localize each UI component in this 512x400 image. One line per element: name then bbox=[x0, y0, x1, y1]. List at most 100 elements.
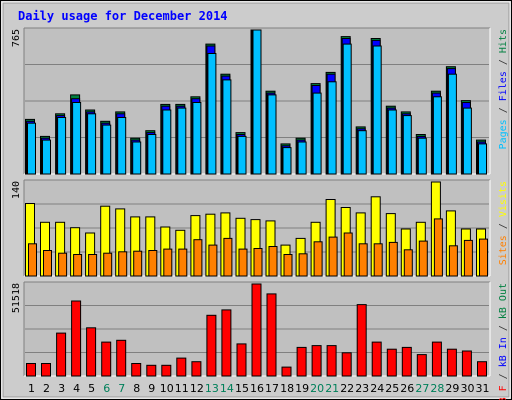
bar-pages-day-10 bbox=[162, 109, 172, 175]
series-side-label: kB F / kB In / kB Out bbox=[498, 283, 509, 400]
bar-sites-day-5 bbox=[88, 254, 98, 277]
bar-pages-day-7 bbox=[117, 117, 127, 175]
bar-sites-day-28 bbox=[433, 218, 443, 277]
day-label-23: 23 bbox=[355, 382, 369, 395]
y-max-label: 51518 bbox=[11, 283, 22, 313]
bar-sites-day-11 bbox=[178, 248, 188, 277]
bar-kb-f-day-23 bbox=[356, 304, 367, 377]
day-label-1: 1 bbox=[28, 382, 35, 395]
bar-pages-day-26 bbox=[402, 115, 412, 175]
bar-kb-f-day-21 bbox=[326, 345, 337, 377]
bar-kb-f-day-14 bbox=[221, 309, 232, 377]
day-label-10: 10 bbox=[160, 382, 174, 395]
bar-sites-day-14 bbox=[223, 237, 233, 277]
bar-kb-f-day-11 bbox=[176, 357, 187, 377]
bar-sites-day-23 bbox=[358, 243, 368, 277]
bar-sites-day-10 bbox=[163, 248, 173, 277]
bar-pages-day-28 bbox=[432, 96, 442, 175]
bar-pages-day-24 bbox=[372, 45, 382, 175]
day-label-22: 22 bbox=[340, 382, 354, 395]
bar-sites-day-29 bbox=[448, 245, 458, 277]
bar-kb-f-day-12 bbox=[191, 361, 202, 377]
bar-kb-f-day-26 bbox=[401, 346, 412, 377]
day-label-6: 6 bbox=[103, 382, 110, 395]
bar-sites-day-30 bbox=[463, 239, 473, 277]
bar-pages-day-30 bbox=[462, 107, 472, 175]
day-label-19: 19 bbox=[295, 382, 309, 395]
bar-pages-day-20 bbox=[312, 92, 322, 175]
bar-pages-day-6 bbox=[102, 124, 112, 175]
bar-kb-f-day-6 bbox=[101, 341, 112, 377]
bar-sites-day-31 bbox=[479, 238, 488, 277]
day-label-9: 9 bbox=[148, 382, 155, 395]
bar-pages-day-1 bbox=[27, 122, 36, 175]
bar-kb-f-day-18 bbox=[281, 366, 292, 377]
day-label-5: 5 bbox=[88, 382, 95, 395]
bar-sites-day-6 bbox=[103, 252, 113, 277]
day-label-4: 4 bbox=[73, 382, 80, 395]
day-label-18: 18 bbox=[280, 382, 294, 395]
bar-kb-f-day-7 bbox=[116, 339, 127, 377]
bar-sites-day-19 bbox=[298, 253, 308, 277]
day-label-11: 11 bbox=[175, 382, 189, 395]
bar-kb-f-day-13 bbox=[206, 314, 217, 377]
bar-sites-day-27 bbox=[418, 240, 428, 277]
bar-pages-day-16 bbox=[252, 29, 262, 175]
bar-kb-f-day-31 bbox=[477, 361, 487, 377]
y-max-label: 765 bbox=[11, 29, 22, 47]
bar-pages-day-23 bbox=[357, 130, 367, 175]
bar-pages-day-21 bbox=[327, 81, 337, 175]
bar-kb-f-day-22 bbox=[341, 352, 352, 377]
bar-sites-day-4 bbox=[73, 254, 83, 277]
day-label-15: 15 bbox=[235, 382, 249, 395]
bar-sites-day-2 bbox=[43, 250, 52, 277]
bar-kb-f-day-29 bbox=[446, 348, 457, 377]
day-label-17: 17 bbox=[265, 382, 279, 395]
bar-sites-day-21 bbox=[328, 236, 338, 277]
bar-pages-day-27 bbox=[417, 137, 427, 175]
bar-sites-day-26 bbox=[403, 249, 413, 277]
day-label-3: 3 bbox=[58, 382, 65, 395]
bar-pages-day-18 bbox=[282, 147, 292, 175]
bar-sites-day-24 bbox=[373, 243, 383, 277]
day-label-7: 7 bbox=[118, 382, 125, 395]
day-label-24: 24 bbox=[370, 382, 384, 395]
bar-sites-day-18 bbox=[283, 254, 293, 277]
bar-kb-f-day-28 bbox=[431, 341, 442, 377]
bar-sites-day-7 bbox=[118, 251, 128, 277]
bar-kb-f-day-8 bbox=[131, 363, 142, 377]
bar-kb-f-day-17 bbox=[266, 293, 277, 377]
bar-pages-day-14 bbox=[222, 79, 232, 175]
y-max-label: 140 bbox=[11, 181, 22, 199]
bar-pages-day-2 bbox=[42, 139, 51, 175]
bar-sites-day-22 bbox=[343, 232, 353, 277]
bar-pages-day-31 bbox=[478, 143, 487, 175]
bar-sites-day-1 bbox=[28, 243, 37, 277]
series-side-label: Pages / Files / Hits bbox=[498, 29, 509, 149]
day-label-31: 31 bbox=[476, 382, 490, 395]
chart-title: Daily usage for December 2014 bbox=[18, 9, 228, 23]
day-label-21: 21 bbox=[325, 382, 339, 395]
bar-kb-f-day-19 bbox=[296, 346, 307, 377]
bar-kb-f-day-9 bbox=[146, 364, 157, 377]
day-label-14: 14 bbox=[220, 382, 234, 395]
series-side-label: Sites / Visits bbox=[498, 181, 509, 265]
day-label-16: 16 bbox=[250, 382, 264, 395]
bar-pages-day-15 bbox=[237, 135, 247, 175]
bar-kb-f-day-10 bbox=[161, 364, 172, 377]
bar-pages-day-13 bbox=[207, 53, 217, 175]
day-label-29: 29 bbox=[445, 382, 459, 395]
day-label-30: 30 bbox=[461, 382, 475, 395]
bar-sites-day-9 bbox=[148, 250, 158, 277]
bar-kb-f-day-2 bbox=[41, 363, 51, 377]
day-label-28: 28 bbox=[430, 382, 444, 395]
bar-pages-day-11 bbox=[177, 107, 187, 175]
bar-kb-f-day-20 bbox=[311, 345, 322, 377]
bar-sites-day-8 bbox=[133, 250, 143, 277]
bar-kb-f-day-16 bbox=[251, 283, 262, 377]
bar-sites-day-16 bbox=[253, 248, 263, 277]
bar-kb-f-day-15 bbox=[236, 343, 247, 377]
bar-pages-day-19 bbox=[297, 141, 307, 175]
bar-kb-f-day-25 bbox=[386, 348, 397, 377]
